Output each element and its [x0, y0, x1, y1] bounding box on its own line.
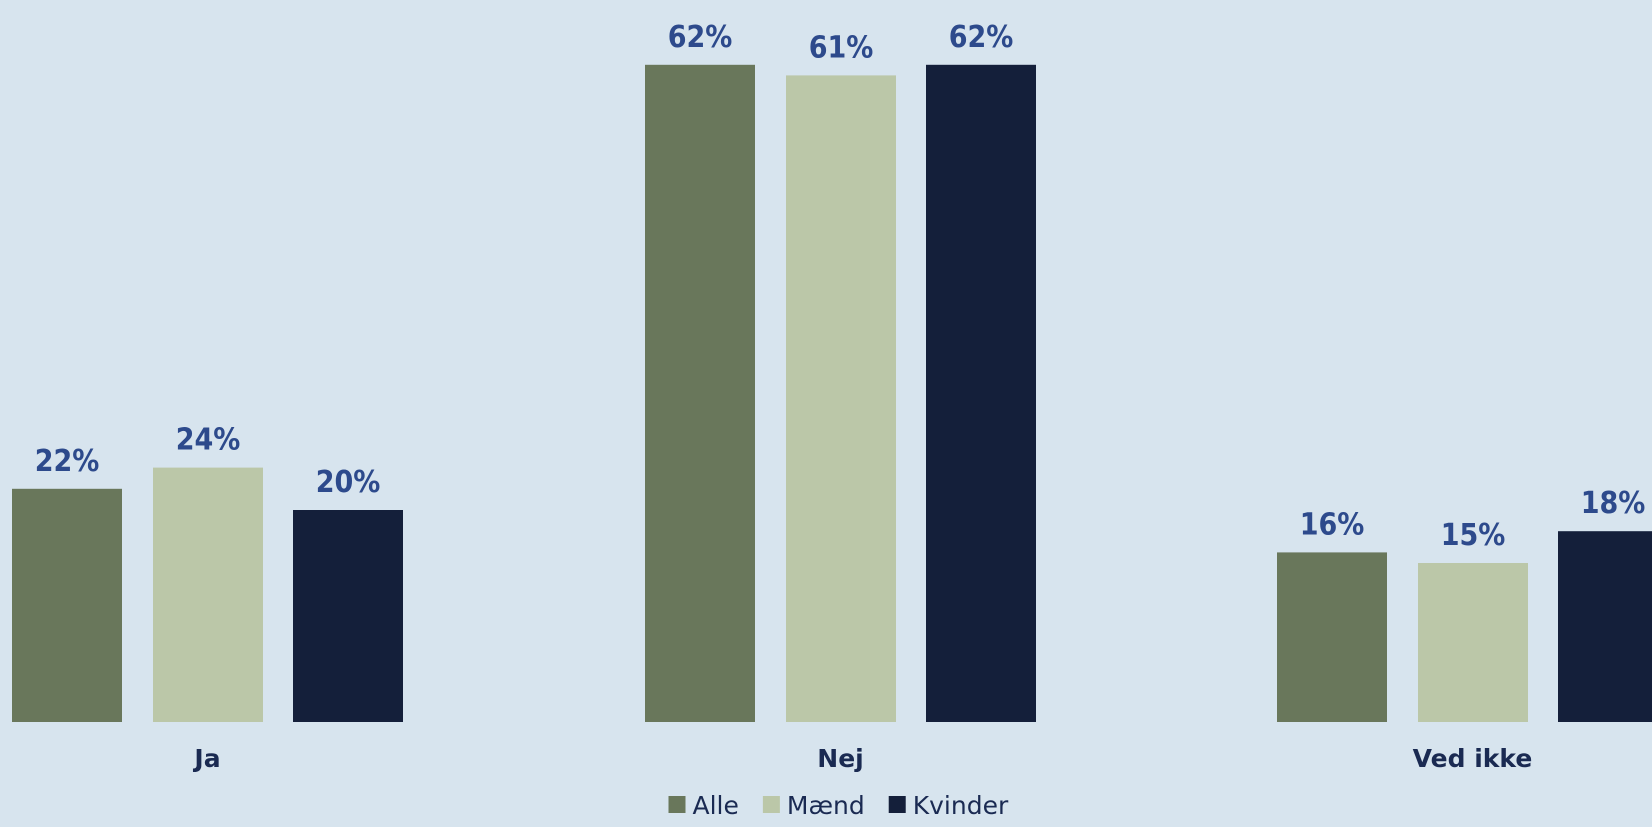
- bar-ja-alle: [12, 488, 122, 722]
- legend-label-maend: Mænd: [787, 791, 865, 820]
- category-label-nej: Nej: [817, 744, 863, 773]
- category-label-ved-ikke: Ved ikke: [1413, 744, 1533, 773]
- bars-layer: [12, 64, 1652, 723]
- category-label-ja: Ja: [192, 744, 220, 773]
- legend-label-alle: Alle: [693, 791, 739, 820]
- value-label-nej-alle: 62%: [668, 20, 733, 55]
- value-label-ved-ikke-maend: 15%: [1441, 518, 1506, 553]
- bar-nej-maend: [786, 75, 896, 722]
- legend-swatch-kvinder: [888, 796, 906, 813]
- bar-nej-alle: [645, 64, 755, 723]
- bar-ved-ikke-alle: [1277, 552, 1387, 722]
- bar-ved-ikke-kvinder: [1558, 531, 1652, 722]
- value-label-nej-maend: 61%: [809, 30, 874, 65]
- bar-ja-maend: [153, 467, 263, 722]
- value-label-nej-kvinder: 62%: [949, 20, 1014, 55]
- value-label-ja-kvinder: 20%: [316, 465, 381, 500]
- bar-nej-kvinder: [926, 64, 1036, 723]
- bar-ja-kvinder: [293, 510, 403, 722]
- value-label-ved-ikke-kvinder: 18%: [1581, 486, 1646, 521]
- value-label-ja-alle: 22%: [35, 444, 100, 479]
- legend: Alle Mænd Kvinder: [668, 791, 1009, 820]
- legend-swatch-maend: [762, 796, 780, 813]
- value-label-ja-maend: 24%: [176, 423, 241, 458]
- category-labels-layer: Ja Nej Ved ikke: [192, 744, 1532, 773]
- legend-swatch-alle: [668, 796, 686, 813]
- bar-ved-ikke-maend: [1418, 563, 1528, 722]
- value-labels-layer: 22% 24% 20% 62% 61% 62% 16% 15% 18%: [35, 20, 1646, 553]
- value-label-ved-ikke-alle: 16%: [1300, 507, 1365, 542]
- legend-label-kvinder: Kvinder: [913, 791, 1009, 820]
